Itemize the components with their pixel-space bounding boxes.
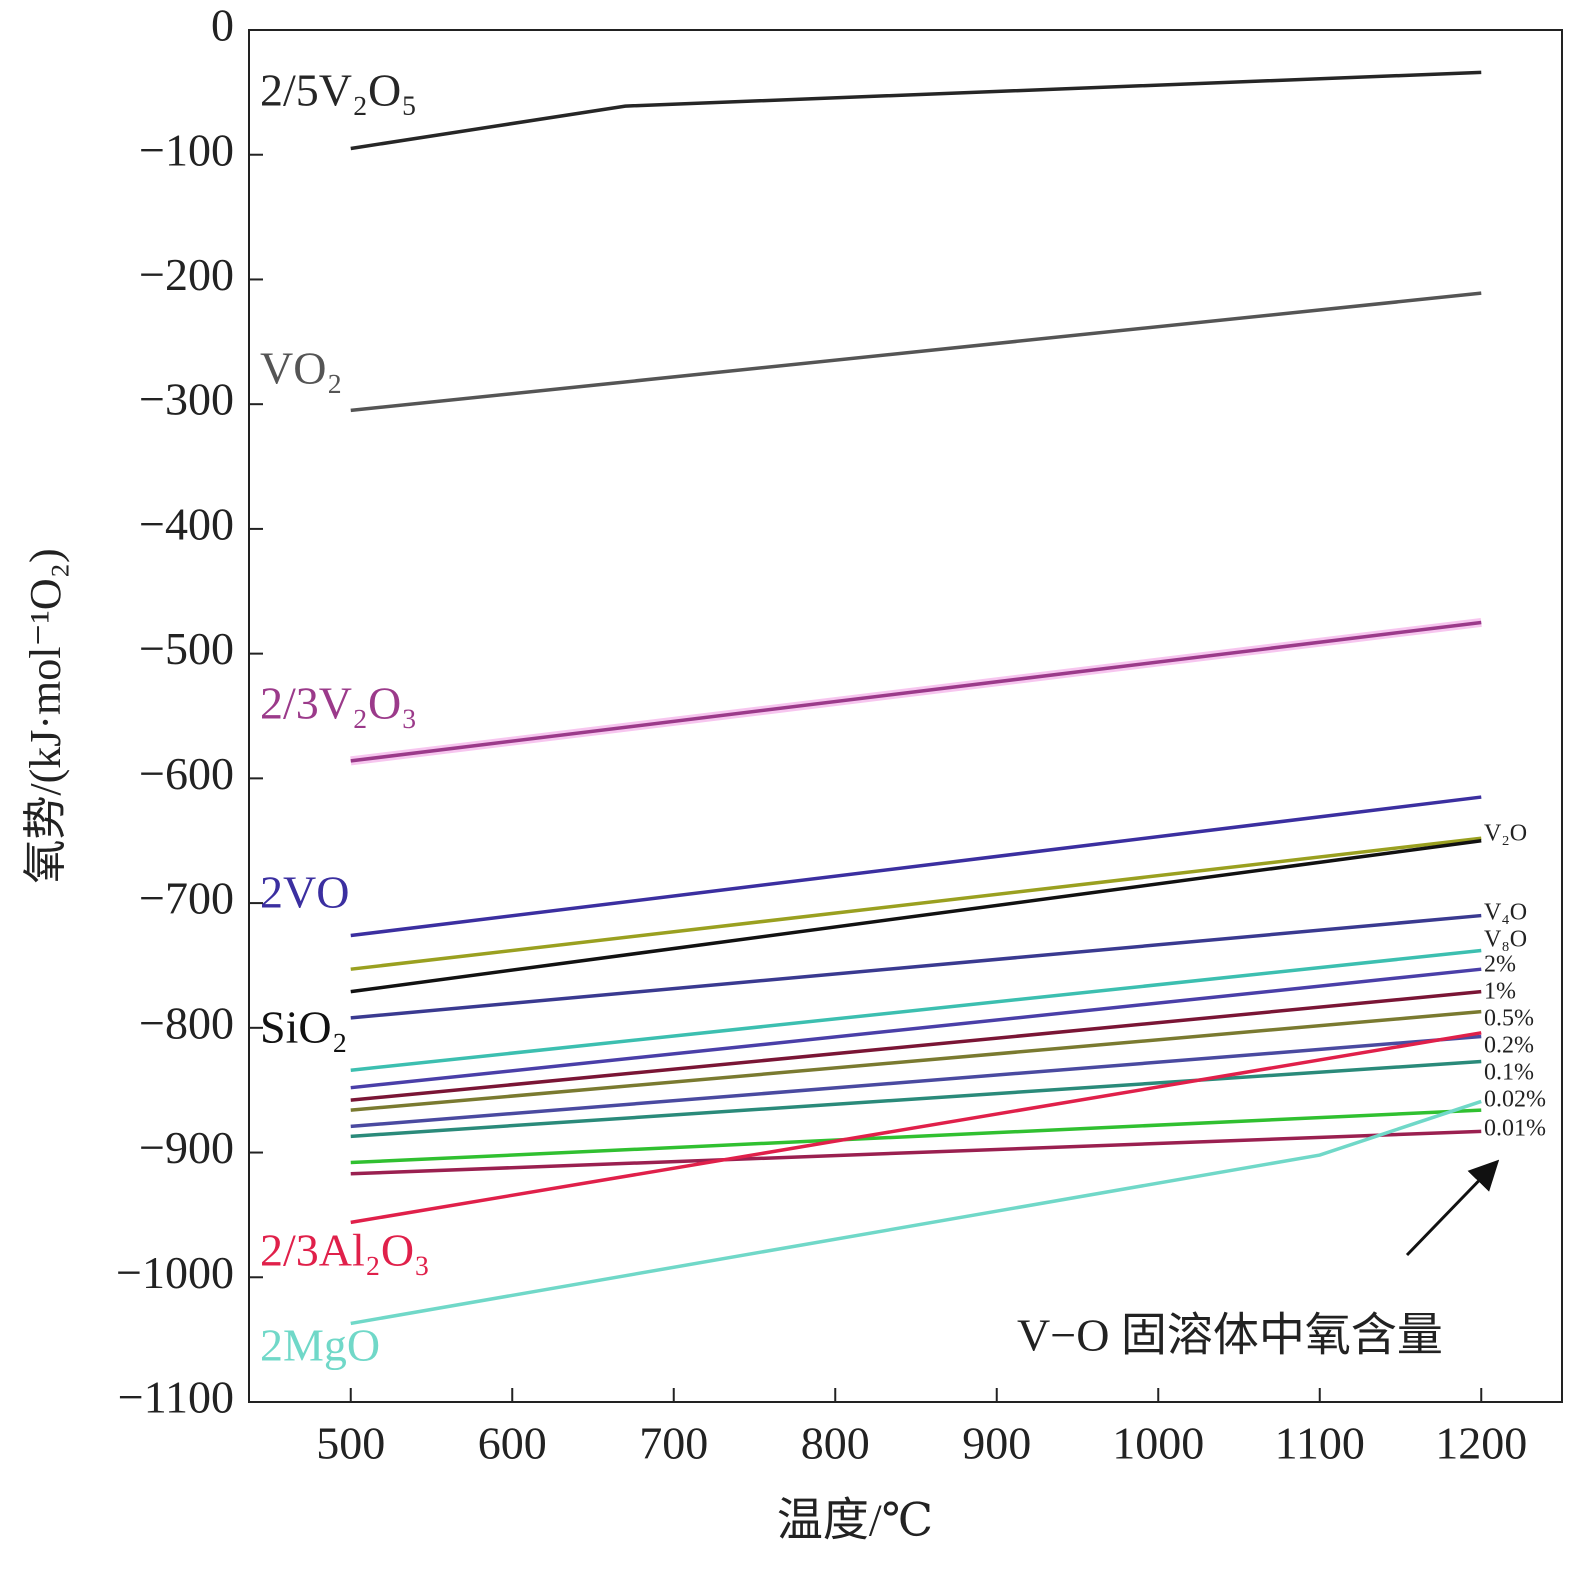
series-label: 2% [1484, 952, 1516, 978]
line [350, 967, 1482, 1090]
series-label: 1% [1484, 979, 1516, 1005]
line [350, 1129, 1482, 1176]
line [350, 913, 1482, 1020]
x-tick-label: 1200 [1435, 1418, 1527, 1469]
series-label: 2/5V₂O₅ [260, 65, 417, 116]
line [350, 1099, 1482, 1326]
y-tick-label: −600 [139, 748, 234, 799]
plot-frame [248, 29, 1563, 1403]
x-tick-label: 800 [801, 1418, 870, 1469]
x-axis-label: 温度/℃ [777, 1495, 933, 1546]
line [350, 70, 1482, 151]
x-tick-label: 600 [478, 1418, 547, 1469]
series-label: 0.1% [1484, 1060, 1534, 1086]
line [350, 948, 1482, 1072]
series-label: V₂O [1484, 821, 1527, 847]
y-tick-label: 0 [211, 0, 234, 51]
series-label: 0.2% [1484, 1033, 1534, 1059]
series-label: 2VO [260, 867, 349, 918]
series-label: 2MgO [260, 1320, 380, 1371]
x-tick-label: 1000 [1112, 1418, 1204, 1469]
series-label: SiO₂ [260, 1002, 348, 1053]
line [350, 838, 1482, 994]
series-label: V₈O [1484, 927, 1527, 953]
y-tick-label: −1000 [116, 1247, 234, 1298]
line [350, 291, 1482, 413]
y-tick-label: −400 [139, 498, 234, 549]
annotation-arrow [1405, 1159, 1500, 1257]
y-tick-label: −1100 [118, 1372, 234, 1423]
x-tick-label: 1100 [1275, 1418, 1365, 1469]
y-tick-label: −700 [139, 873, 234, 924]
line [350, 795, 1482, 938]
series-label: 0.5% [1484, 1006, 1534, 1032]
line [350, 836, 1482, 971]
x-tick-label: 700 [639, 1418, 708, 1469]
annotation: V−O 固溶体中氧含量 [1017, 1310, 1443, 1361]
y-tick-label: −500 [139, 623, 234, 674]
line [350, 1009, 1482, 1112]
line [350, 989, 1482, 1102]
series-label: 2/3Al₂O₃ [260, 1225, 430, 1276]
y-tick-label: −200 [139, 249, 234, 300]
line [350, 620, 1482, 763]
x-tick-label: 900 [962, 1418, 1031, 1469]
y-tick-label: −100 [139, 124, 234, 175]
series-label: 0.01% [1484, 1116, 1546, 1142]
line [350, 1034, 1482, 1129]
y-axis-label: 氧势/(kJ·mol⁻¹O₂) [21, 548, 70, 883]
y-tick-label: −300 [139, 374, 234, 425]
line [350, 1031, 1482, 1225]
y-tick-label: −800 [139, 997, 234, 1048]
series-label: V₄O [1484, 900, 1527, 926]
series-label: 0.02% [1484, 1087, 1546, 1113]
series-label: VO₂ [260, 343, 342, 394]
line [350, 1108, 1482, 1165]
series-label: 2/3V₂O₃ [260, 678, 417, 729]
line [350, 1059, 1482, 1139]
y-tick-label: −900 [139, 1122, 234, 1173]
x-tick-label: 500 [316, 1418, 385, 1469]
